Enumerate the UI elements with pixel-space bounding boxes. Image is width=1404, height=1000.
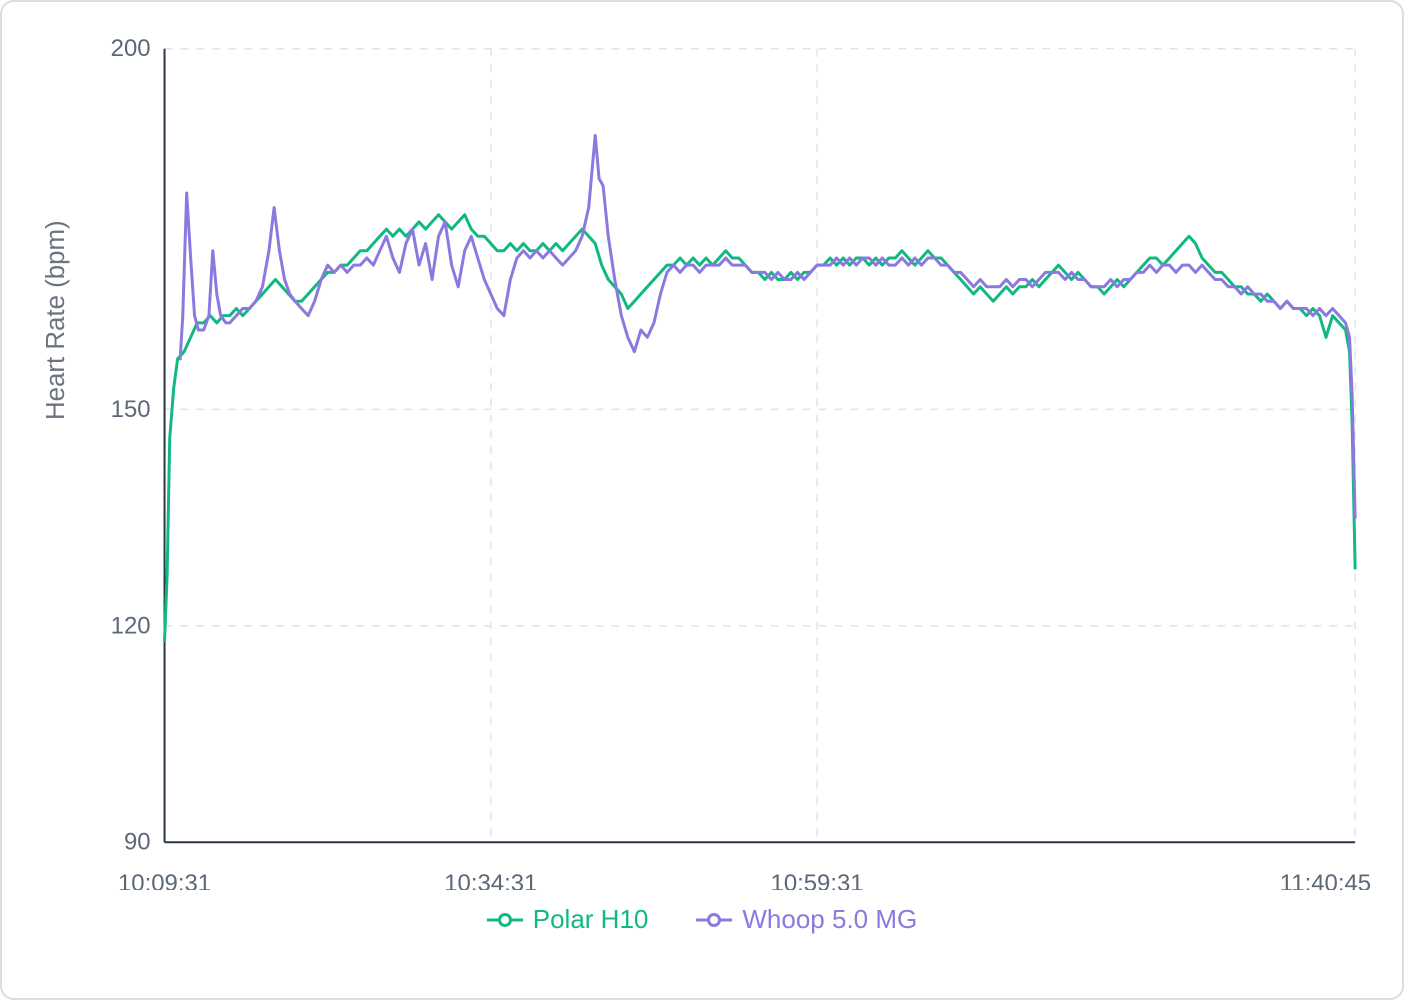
- legend-item-polar-h10: Polar H10: [486, 904, 649, 935]
- legend-item-whoop-5-0-mg: Whoop 5.0 MG: [696, 904, 917, 935]
- y-tick-label: 120: [111, 612, 151, 639]
- series-line-whoop-5-0-mg: [178, 133, 1357, 520]
- legend-label: Whoop 5.0 MG: [742, 904, 918, 934]
- y-tick-label: 90: [124, 829, 151, 856]
- y-tick-label: 150: [111, 396, 151, 423]
- legend-line-icon: [696, 912, 733, 927]
- legend-line-icon: [486, 912, 523, 927]
- series-line-polar-h10: [163, 213, 1357, 642]
- series-layer: [163, 133, 1357, 642]
- x-tick-label: 10:59:31: [771, 870, 864, 890]
- x-tick-label: 10:09:31: [118, 870, 211, 890]
- tick-layer: 90 120 150 200 10:09:31 10:34:31 10:59:31 11:40…: [111, 35, 1371, 890]
- axis-layer: [163, 48, 1356, 844]
- x-tick-label: 10:34:31: [444, 870, 537, 890]
- grid-layer: [164, 47, 1356, 843]
- y-axis-title: Heart Rate (bpm): [42, 220, 70, 420]
- heart-rate-chart: 90 120 150 200 10:09:31 10:34:31 10:59:31 11:40…: [42, 35, 1371, 890]
- legend-label: Polar H10: [532, 904, 649, 934]
- x-tick-label: 11:40:45: [1280, 870, 1371, 890]
- chart-legend: Polar H10 Whoop 5.0 MG: [2, 904, 1402, 935]
- y-tick-label: 200: [111, 35, 151, 62]
